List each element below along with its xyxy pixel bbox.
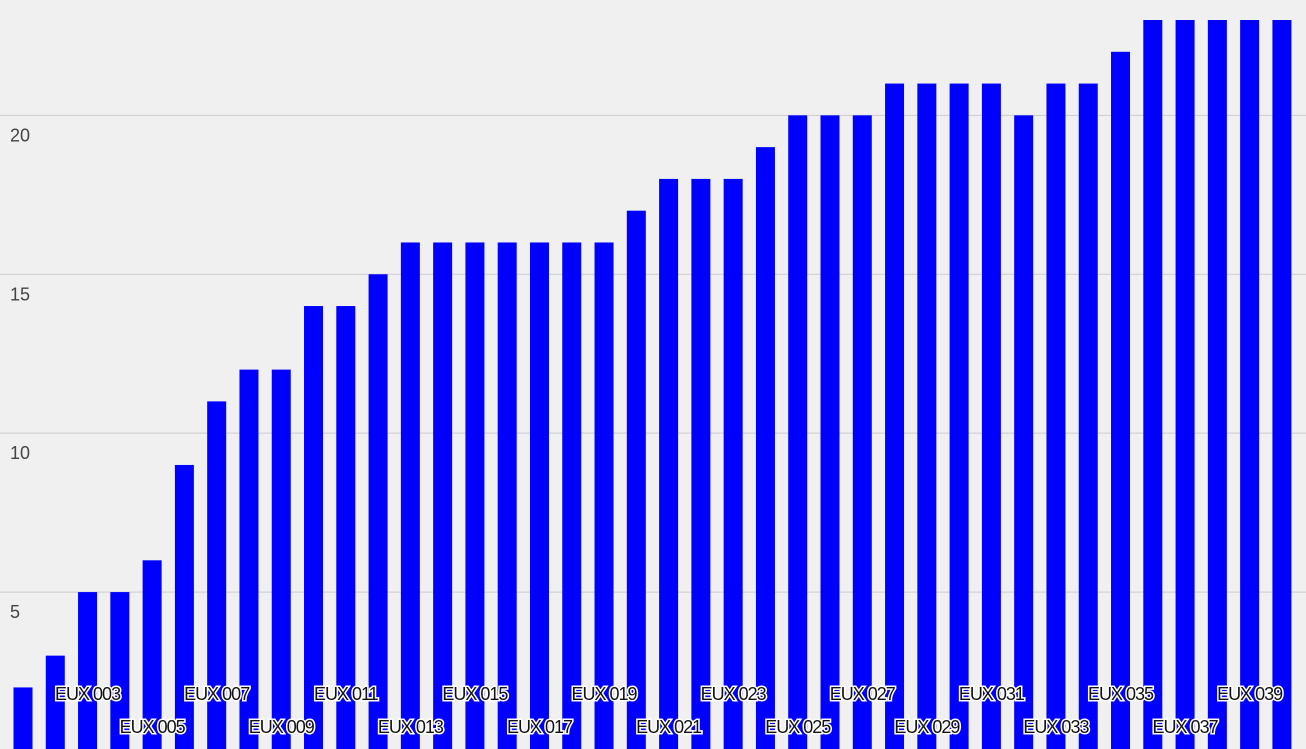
x-category-label: EUX 021 <box>636 717 702 737</box>
bar-eux-024 <box>755 147 775 749</box>
bar-eux-021 <box>659 178 679 749</box>
x-category-label: EUX 025 <box>765 717 831 737</box>
bar-eux-018 <box>562 242 582 749</box>
x-category-label: EUX 017 <box>507 717 573 737</box>
x-category-label: EUX 009 <box>249 717 315 737</box>
bar-eux-005 <box>142 560 162 749</box>
x-category-label: EUX 031 <box>959 684 1025 704</box>
bar-eux-030 <box>949 83 969 749</box>
x-category-label: EUX 037 <box>1153 717 1219 737</box>
bar-eux-029 <box>917 83 937 749</box>
bar-eux-006 <box>174 464 194 749</box>
bar-eux-022 <box>691 178 711 749</box>
bar-eux-012 <box>368 274 388 749</box>
bar-eux-020 <box>626 210 646 749</box>
y-tick-label: 15 <box>10 284 30 304</box>
bar-eux-025 <box>788 115 808 749</box>
bar-eux-013 <box>400 242 420 749</box>
x-axis-category-labels: EUX 003 EUX 005 EUX 007 EUX 009 EUX 011 EUX 0… <box>54 683 1286 739</box>
gridlines <box>0 114 1306 593</box>
bar-eux-031 <box>981 83 1001 749</box>
bar-eux-033 <box>1046 83 1066 749</box>
x-category-label: EUX 015 <box>442 684 508 704</box>
bar-eux-001 <box>13 687 33 749</box>
bars <box>13 20 1292 749</box>
x-category-label: EUX 011 <box>314 684 379 704</box>
bar-eux-010 <box>304 306 324 749</box>
x-category-label: EUX 029 <box>894 717 960 737</box>
x-category-label: EUX 035 <box>1088 684 1154 704</box>
bar-eux-019 <box>594 242 614 749</box>
x-category-label: EUX 019 <box>572 684 638 704</box>
bar-eux-011 <box>336 306 356 749</box>
bar-eux-016 <box>497 242 517 749</box>
bar-eux-034 <box>1078 83 1098 749</box>
x-category-label: EUX 027 <box>830 684 896 704</box>
bar-eux-038 <box>1207 20 1227 749</box>
y-tick-label: 10 <box>10 443 30 463</box>
x-category-label: EUX 013 <box>378 717 444 737</box>
x-category-label: EUX 039 <box>1217 684 1283 704</box>
x-category-label: EUX 003 <box>55 684 121 704</box>
bar-eux-035 <box>1111 51 1131 749</box>
bar-eux-007 <box>207 401 227 749</box>
bar-eux-026 <box>820 115 840 749</box>
bar-eux-017 <box>529 242 549 749</box>
bar-eux-004 <box>110 592 130 749</box>
bar-eux-009 <box>271 369 291 749</box>
bar-eux-027 <box>852 115 872 749</box>
bar-eux-008 <box>239 369 259 749</box>
bar-eux-023 <box>723 178 743 749</box>
y-axis-tick-labels: 5 10 15 20 <box>10 125 30 622</box>
bar-eux-039 <box>1240 20 1260 749</box>
bar-eux-003 <box>78 592 98 749</box>
bar-eux-040 <box>1272 20 1292 749</box>
x-category-label: EUX 033 <box>1023 717 1089 737</box>
bar-eux-036 <box>1143 20 1163 749</box>
bar-eux-015 <box>465 242 485 749</box>
bar-eux-014 <box>433 242 453 749</box>
y-tick-label: 5 <box>10 602 20 622</box>
bar-eux-028 <box>885 83 905 749</box>
x-category-label: EUX 023 <box>701 684 767 704</box>
bar-eux-032 <box>1014 115 1034 749</box>
x-category-label: EUX 007 <box>184 684 250 704</box>
bar-eux-037 <box>1175 20 1195 749</box>
x-category-label: EUX 005 <box>120 717 186 737</box>
bar-eux-002 <box>45 655 65 749</box>
y-tick-label: 20 <box>10 125 30 145</box>
